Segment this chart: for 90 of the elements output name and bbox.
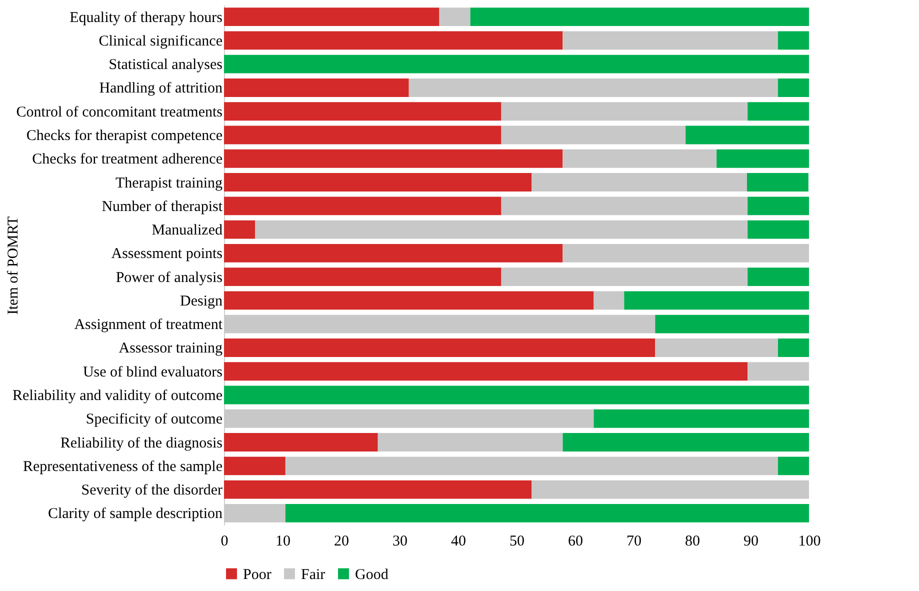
bar [778,31,809,50]
y-tick-label: Checks for therapist competence [26,128,223,144]
bar [501,102,748,121]
bar [624,291,809,310]
bar [224,268,502,286]
bar [285,504,809,522]
bar [439,8,470,26]
legend-label: Fair [301,566,326,583]
bar [224,220,256,239]
bar [224,31,563,50]
bar [562,149,717,168]
y-tick-label: Control of concomitant treatments [16,104,223,120]
bar [716,149,809,168]
bar [224,126,502,144]
bar [746,173,808,192]
bar [686,126,809,144]
bar [224,244,563,262]
bar [748,220,809,239]
bar [255,220,748,239]
bar [224,196,502,216]
y-tick-label: Checks for treatment adherence [32,152,223,168]
bar [748,362,809,381]
bar [748,268,809,286]
x-tick-label: 10 [276,534,290,550]
y-tick-label: Representativeness of the sample [22,458,223,475]
bar [224,456,286,476]
bar [655,338,778,357]
y-tick-label: Clarity of sample description [48,506,223,522]
y-tick-label: Number of therapist [102,198,224,215]
bar [501,126,686,144]
y-tick-label: Manualized [152,222,223,239]
x-tick-label: 90 [744,534,758,550]
y-tick-label: Assessment points [111,246,223,262]
bar [285,456,778,476]
y-tick-label: Assignment of treatment [74,317,224,334]
bar [501,196,748,216]
bar [532,480,809,499]
bar [532,173,747,192]
bar [655,314,809,334]
y-tick-label: Specificity of outcome [86,412,223,428]
y-tick-label: Reliability of the diagnosis [60,435,223,452]
bar [562,31,778,50]
y-tick-label: Severity of the disorder [81,482,222,499]
x-tick-label: 20 [334,534,349,550]
y-tick-label: Therapist training [115,175,223,192]
x-tick-label: 80 [685,534,700,550]
y-tick-label: Assessor training [118,340,223,357]
x-tick-label: 50 [510,534,524,550]
bar [224,78,409,97]
bar [224,8,440,26]
x-tick-label: 0 [220,534,228,550]
bar [224,54,809,74]
bar [408,78,778,97]
y-tick-label: Use of blind evaluators [82,364,223,380]
x-tick-label: 30 [392,534,408,550]
bar [470,8,809,26]
y-tick-label: Equality of therapy hours [70,10,223,26]
bar [224,386,809,404]
bar [748,196,809,216]
bar [224,173,532,192]
bar [378,433,563,452]
bar [562,244,809,262]
x-tick-label: 60 [568,534,583,550]
y-tick-label: Design [180,293,223,310]
bar [224,291,594,310]
y-tick-label: Statistical analyses [108,57,223,74]
bar [748,102,809,121]
bar [594,409,809,428]
y-axis-title: Item of POMRT [6,216,22,315]
bar [562,433,809,452]
bar [224,338,656,357]
y-tick-label: Handling of attrition [99,80,223,97]
bar [224,362,748,381]
x-tick-label: 70 [626,534,642,550]
bar [224,149,563,168]
bar [501,268,748,286]
x-tick-label: 100 [798,534,821,550]
y-tick-label: Power of analysis [116,270,223,286]
bar [778,78,809,97]
bar [224,480,532,499]
bar [778,338,809,357]
x-tick-label: 40 [451,534,466,550]
legend-label: Good [355,566,389,583]
legend-label: Poor [243,566,272,583]
bar [224,433,378,452]
bar [224,102,502,121]
y-tick-label: Clinical significance [98,33,223,50]
y-tick-label: Reliability and validity of outcome [12,388,223,404]
bar [594,291,624,310]
bar [778,456,809,476]
